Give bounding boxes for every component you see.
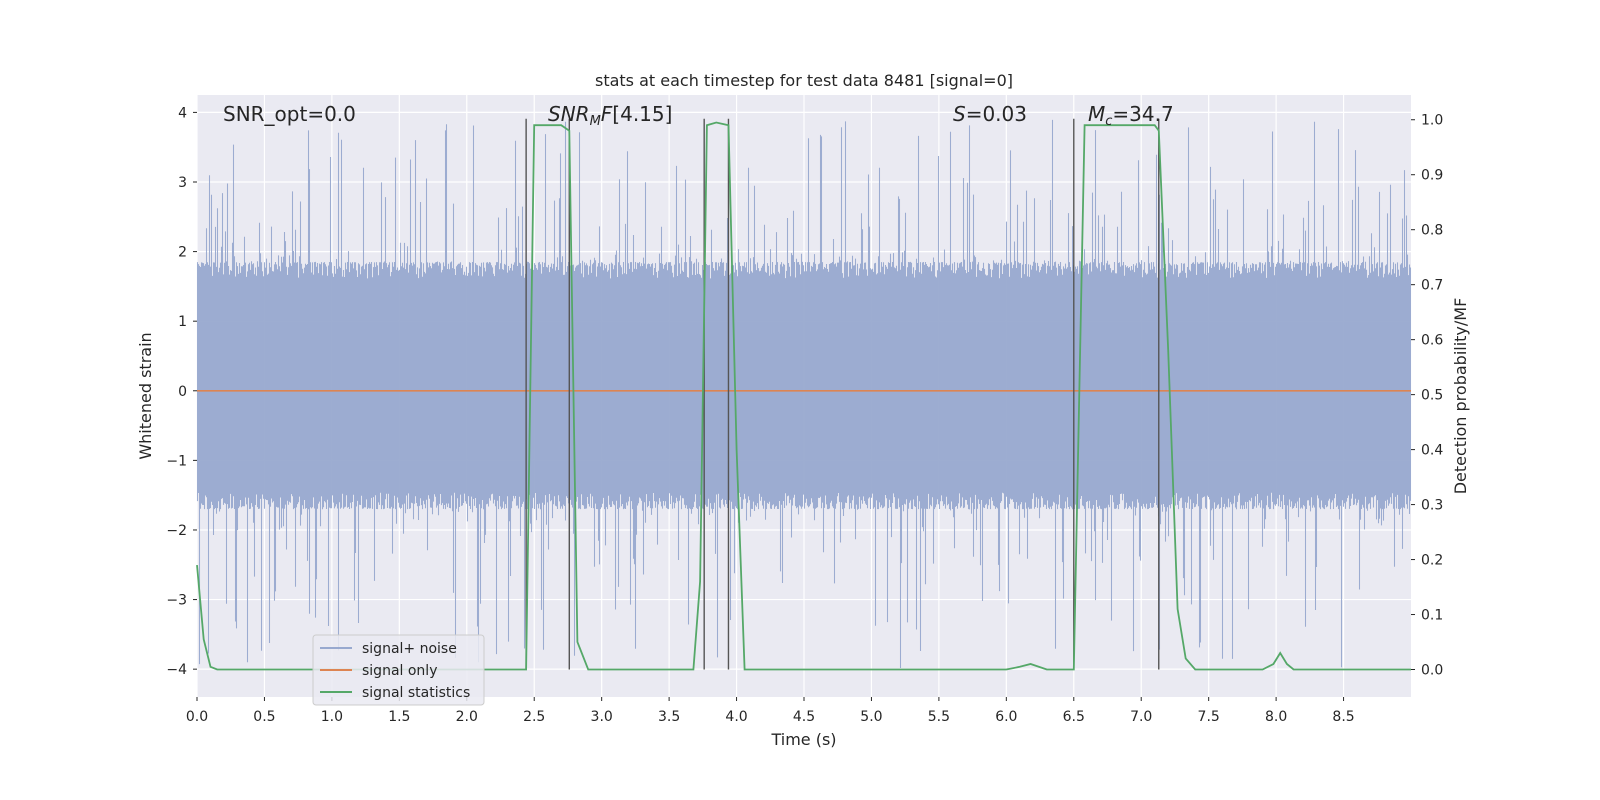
chart-title: stats at each timestep for test data 848… xyxy=(595,71,1013,90)
y-right-tick-label-4: 0.6 xyxy=(1421,333,1443,349)
x-tick-label-3: 1.5 xyxy=(388,709,410,725)
x-tick-label-13: 6.5 xyxy=(1063,709,1085,725)
y-left-axis-label: Whitened strain xyxy=(136,332,155,459)
y-left-tick-label-3: 1 xyxy=(178,314,187,330)
y-right-tick-label-5: 0.5 xyxy=(1421,388,1443,404)
annotation-mc: Mc=34.7 xyxy=(1088,102,1174,129)
x-tick-label-12: 6.0 xyxy=(995,709,1017,725)
x-tick-label-10: 5.0 xyxy=(860,709,882,725)
x-tick-label-15: 7.5 xyxy=(1198,709,1220,725)
y-left-tick-label-2: 2 xyxy=(178,245,187,261)
y-right-tick-label-7: 0.3 xyxy=(1421,498,1443,514)
y-right-tick-label-0: 1.0 xyxy=(1421,113,1443,129)
y-left-tick-label-4: 0 xyxy=(178,384,187,400)
vertical-lines xyxy=(525,118,1160,670)
legend: signal+ noise signal only signal statist… xyxy=(312,634,485,706)
x-tick-label-11: 5.5 xyxy=(928,709,950,725)
x-tick-label-2: 1.0 xyxy=(321,709,343,725)
x-axis-label: Time (s) xyxy=(770,730,836,749)
x-tick-labels: 0.0 0.5 1.0 1.5 2.0 2.5 3.0 3.5 4.0 4.5 5.0 5.5 6.0 6… xyxy=(186,697,1355,725)
x-tick-label-1: 0.5 xyxy=(253,709,275,725)
y-left-tick-label-6: −2 xyxy=(166,523,187,539)
x-tick-label-8: 4.0 xyxy=(725,709,747,725)
y-right-tick-label-2: 0.8 xyxy=(1421,223,1443,239)
y-right-tick-label-10: 0.0 xyxy=(1421,663,1443,679)
annotation-snr-mf: SNRMF[4.15] xyxy=(548,102,672,129)
x-tick-label-7: 3.5 xyxy=(658,709,680,725)
y-right-tick-label-8: 0.2 xyxy=(1421,553,1443,569)
y-right-tick-label-3: 0.7 xyxy=(1421,278,1443,294)
y-right-axis-label: Detection probability/MF xyxy=(1451,298,1470,495)
x-tick-label-4: 2.0 xyxy=(456,709,478,725)
y-left-tick-label-5: −1 xyxy=(166,453,187,469)
signal-noise-series xyxy=(196,119,1412,668)
x-tick-label-0: 0.0 xyxy=(186,709,208,725)
legend-box xyxy=(312,634,485,706)
legend-entry-signal-only: signal only xyxy=(362,663,437,679)
annotation-s: S=0.03 xyxy=(953,102,1027,126)
y-left-tick-label-7: −3 xyxy=(166,593,187,609)
x-tick-label-6: 3.0 xyxy=(591,709,613,725)
annotation-s-value: =0.03 xyxy=(966,102,1027,126)
x-tick-label-9: 4.5 xyxy=(793,709,815,725)
x-tick-label-5: 2.5 xyxy=(523,709,545,725)
x-tick-label-14: 7.0 xyxy=(1130,709,1152,725)
y-left-tick-label-0: 4 xyxy=(178,105,187,121)
annotation-snr-opt: SNR_opt=0.0 xyxy=(223,102,356,126)
annotation-snr-mf-value: [4.15] xyxy=(612,102,672,126)
y-right-tick-label-1: 0.9 xyxy=(1421,168,1443,184)
legend-entry-statistics: signal statistics xyxy=(362,685,470,701)
legend-entry-noise: signal+ noise xyxy=(362,641,457,657)
x-tick-label-16: 8.0 xyxy=(1265,709,1287,725)
annotation-mc-value: =34.7 xyxy=(1112,102,1173,126)
y-left-tick-labels: 4 3 2 1 0 −1 −2 −3 −4 xyxy=(166,105,197,678)
y-right-tick-label-6: 0.4 xyxy=(1421,443,1443,459)
y-left-tick-label-1: 3 xyxy=(178,175,187,191)
y-right-tick-label-9: 0.1 xyxy=(1421,608,1443,624)
x-tick-label-17: 8.5 xyxy=(1332,709,1354,725)
noise-trace xyxy=(196,119,1412,668)
y-right-tick-labels: 1.0 0.9 0.8 0.7 0.6 0.5 0.4 0.3 0.2 0.1 0.0 xyxy=(1411,113,1443,679)
y-left-tick-label-8: −4 xyxy=(166,662,187,678)
